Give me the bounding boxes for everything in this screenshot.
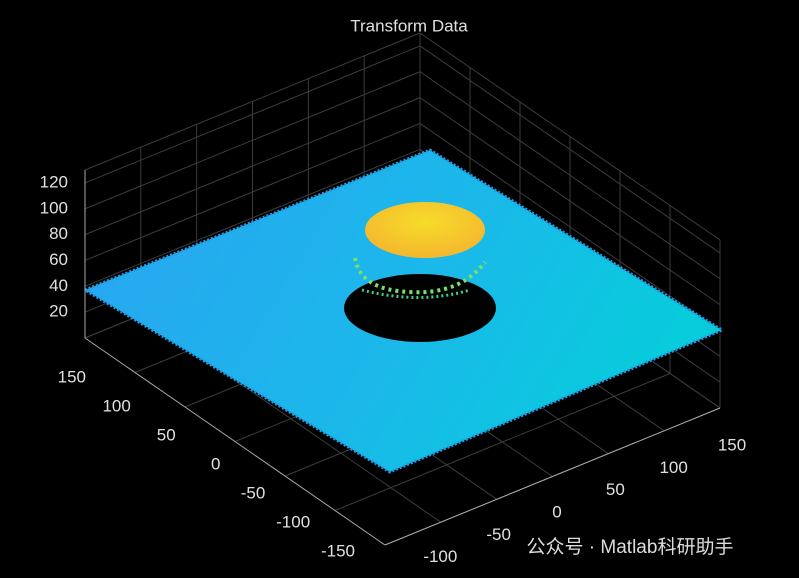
y-tick-label: 50 — [606, 480, 625, 499]
grid-line — [419, 97, 721, 306]
grid-line — [84, 71, 421, 210]
x-tick-label: -150 — [321, 541, 355, 560]
grid-line — [84, 97, 421, 236]
x-tick-label: -50 — [241, 483, 266, 502]
grid-line — [419, 71, 721, 280]
x-tick-label: 50 — [157, 425, 176, 444]
axis-line — [84, 337, 386, 546]
yellow-top — [365, 202, 485, 258]
y-tick-label: -100 — [423, 547, 457, 566]
x-tick-label: -100 — [276, 512, 310, 531]
chart-title: Transform Data — [350, 16, 468, 35]
x-tick-label: 100 — [102, 396, 130, 415]
x-tick-label: 0 — [211, 454, 220, 473]
y-tick-label: 0 — [552, 502, 561, 521]
axis-line — [384, 407, 721, 546]
green-ring — [353, 257, 487, 295]
y-tick-label: -50 — [486, 525, 511, 544]
grid-line — [419, 123, 721, 331]
y-tick-label: 150 — [718, 435, 746, 454]
grid-line — [84, 148, 421, 287]
z-tick-label: 120 — [40, 172, 68, 191]
z-tick-label: 60 — [49, 250, 68, 269]
grid-line — [419, 45, 721, 254]
z-tick-label: 40 — [49, 276, 68, 295]
watermark: 公众号 · Matlab科研助手 — [527, 536, 734, 558]
grid-line — [84, 122, 421, 261]
point-cloud — [81, 148, 726, 474]
z-tick-label: 20 — [49, 302, 68, 321]
x-tick-label: 150 — [58, 367, 86, 386]
grid-line — [84, 45, 421, 184]
green-ring-low — [361, 288, 471, 299]
hole — [344, 274, 496, 342]
z-tick-label: 80 — [49, 224, 68, 243]
y-tick-label: 100 — [659, 458, 687, 477]
z-tick-label: 100 — [40, 198, 68, 217]
